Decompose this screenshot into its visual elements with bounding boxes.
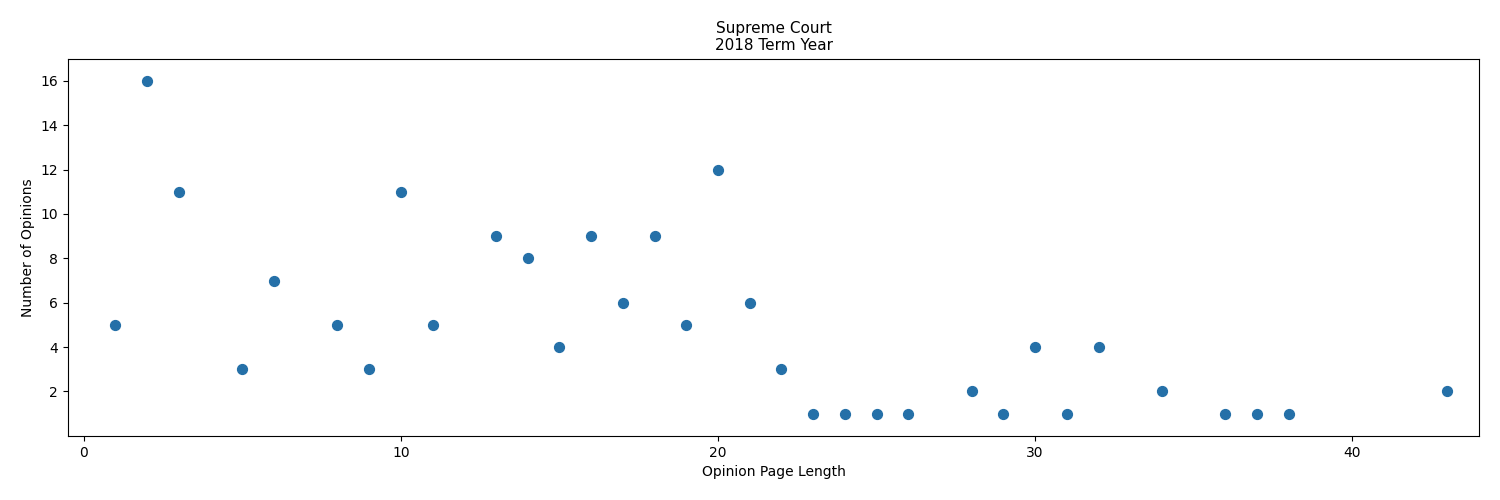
Point xyxy=(484,232,508,240)
Point xyxy=(1245,410,1269,418)
Point xyxy=(104,321,128,329)
X-axis label: Opinion Page Length: Opinion Page Length xyxy=(702,465,846,479)
Point xyxy=(262,276,286,284)
Point xyxy=(675,321,699,329)
Point xyxy=(897,410,921,418)
Point xyxy=(135,77,159,85)
Point xyxy=(706,166,730,173)
Point xyxy=(770,366,794,374)
Point xyxy=(642,232,666,240)
Point xyxy=(1150,388,1174,396)
Point xyxy=(992,410,1016,418)
Point xyxy=(960,388,984,396)
Point xyxy=(420,321,444,329)
Point xyxy=(1214,410,1237,418)
Point xyxy=(864,410,888,418)
Point xyxy=(801,410,825,418)
Point xyxy=(833,410,856,418)
Point xyxy=(610,298,634,306)
Point xyxy=(326,321,350,329)
Point xyxy=(231,366,255,374)
Point xyxy=(1276,410,1300,418)
Point xyxy=(1436,388,1460,396)
Point xyxy=(579,232,603,240)
Point xyxy=(166,188,190,196)
Point xyxy=(548,343,572,351)
Point xyxy=(357,366,381,374)
Point xyxy=(1054,410,1078,418)
Title: Supreme Court
2018 Term Year: Supreme Court 2018 Term Year xyxy=(714,21,833,53)
Point xyxy=(516,254,540,262)
Point xyxy=(1023,343,1047,351)
Point xyxy=(1086,343,1110,351)
Y-axis label: Number of Opinions: Number of Opinions xyxy=(21,178,34,316)
Point xyxy=(388,188,412,196)
Point xyxy=(738,298,762,306)
